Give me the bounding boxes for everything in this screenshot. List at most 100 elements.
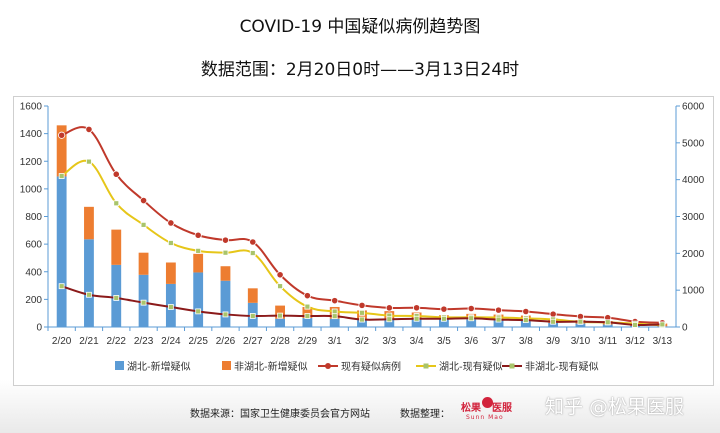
line-current-total-point — [112, 170, 120, 178]
line-hubei-current-point — [167, 240, 174, 246]
line-current-total-point — [276, 271, 284, 279]
bar-hubei-new — [493, 320, 504, 327]
line-non-hubei-current-point — [550, 318, 557, 325]
line-current-total-point — [413, 304, 421, 312]
bar-hubei-new — [520, 320, 531, 327]
line-non-hubei-current-point — [304, 313, 311, 319]
bar-non-hubei-new — [247, 288, 258, 303]
bar-hubei-new — [329, 318, 340, 327]
x-tick-label: 3/13 — [653, 336, 673, 347]
left-tick-label: 1600 — [20, 102, 43, 113]
data-source: 数据来源：国家卫生健康委员会官方网站 — [190, 409, 370, 420]
bar-hubei-new — [193, 272, 204, 327]
watermark: 知乎 @松果医服 — [545, 396, 685, 418]
line-hubei-current-point — [140, 221, 147, 228]
x-tick-label: 2/20 — [52, 336, 72, 347]
left-tick-label: 400 — [25, 267, 42, 278]
logo-text-b: 医服 — [492, 403, 512, 414]
right-tick-label: 5000 — [682, 138, 705, 149]
line-hubei-current-point — [222, 249, 229, 256]
chart-subtitle: 数据范围：2月20日0时——3月13日24时 — [200, 60, 520, 80]
left-tick-label: 200 — [25, 295, 42, 306]
x-tick-label: 3/2 — [355, 336, 369, 347]
x-tick-label: 2/23 — [134, 336, 154, 347]
bar-non-hubei-new — [220, 266, 231, 281]
line-non-hubei-current-point — [522, 317, 529, 324]
right-tick-label: 2000 — [682, 249, 705, 260]
legend-item-3-marker — [423, 363, 429, 369]
x-tick-label: 3/5 — [437, 336, 451, 347]
line-non-hubei-current-point — [495, 316, 502, 323]
bar-hubei-new — [466, 319, 477, 327]
line-non-hubei-current-point — [386, 316, 393, 323]
x-tick-label: 2/25 — [188, 336, 208, 347]
chart-lines — [58, 125, 666, 329]
chart-labels: 0 200 400 600 800 1000 1200 1400 1600 0 1000 2000 30… — [20, 102, 705, 348]
line-non-hubei-current-point — [604, 319, 611, 326]
bar-hubei-new — [548, 322, 559, 327]
bar-non-hubei-new — [111, 229, 122, 265]
left-tick-label: 1400 — [20, 129, 43, 140]
line-non-hubei-current-point — [222, 311, 229, 318]
bar-hubei-new — [575, 323, 586, 327]
line-non-hubei-current-point — [359, 316, 365, 323]
right-tick-label: 1000 — [682, 286, 705, 297]
line-current-total-point — [221, 236, 230, 244]
line-hubei-current-point — [249, 250, 256, 256]
logo-text-a: 松果 — [461, 403, 481, 414]
x-tick-label: 3/12 — [625, 336, 645, 347]
right-tick-label: 4000 — [682, 175, 705, 186]
line-hubei-current-point — [113, 200, 120, 207]
bar-hubei-new — [302, 318, 313, 327]
line-non-hubei-current-point — [468, 315, 475, 322]
line-non-hubei-current-point — [277, 312, 283, 319]
left-tick-label: 0 — [36, 323, 42, 334]
compiler-label: 数据整理： — [400, 409, 450, 420]
line-current-total-point — [85, 125, 93, 133]
line-current-total-point — [167, 219, 175, 227]
bar-non-hubei-new — [302, 306, 313, 319]
x-tick-label: 3/3 — [382, 336, 396, 347]
x-tick-label: 2/27 — [243, 336, 263, 347]
line-current-total-point — [467, 304, 475, 313]
line-current-total-point — [303, 292, 311, 300]
line-current-total-point — [576, 312, 585, 321]
x-tick-label: 3/1 — [328, 336, 342, 347]
x-tick-label: 2/28 — [270, 336, 290, 347]
line-current-total-point — [549, 310, 557, 318]
line-hubei-current — [61, 159, 663, 327]
line-hubei-current-point — [86, 158, 92, 165]
right-tick-label: 6000 — [682, 102, 705, 113]
line-hubei-current-point — [331, 308, 338, 315]
x-tick-label: 3/10 — [571, 336, 591, 347]
bar-hubei-new — [357, 320, 367, 327]
line-non-hubei-current-point — [249, 313, 256, 319]
bar-hubei-new — [84, 239, 94, 327]
legend-item-4-marker — [509, 363, 515, 369]
bar-hubei-new — [220, 280, 231, 327]
line-non-hubei-current-point — [86, 291, 92, 298]
x-tick-label: 2/21 — [79, 336, 99, 347]
left-tick-label: 600 — [25, 240, 42, 251]
line-current-total-point — [194, 231, 202, 239]
line-hubei-current-point — [195, 247, 202, 254]
bar-non-hubei-new — [193, 253, 204, 273]
bar-non-hubei-new — [275, 305, 286, 319]
legend-item-3-label: 湖北-现有疑似 — [439, 360, 503, 373]
chart-legend: 湖北-新增疑似 非湖北-新增疑似 现有疑似病例 湖北-现有疑似 非湖北-现有疑似 — [115, 360, 599, 373]
line-hubei-current-point — [277, 283, 283, 290]
x-tick-label: 3/9 — [546, 336, 560, 347]
x-tick-label: 3/4 — [410, 336, 424, 347]
line-non-hubei-current-point — [140, 299, 147, 306]
line-non-hubei-current-point — [58, 283, 65, 290]
line-non-hubei-current-point — [113, 295, 120, 301]
logo-badge-icon — [482, 397, 493, 408]
line-non-hubei-current-point — [413, 315, 420, 322]
bar-non-hubei-new — [138, 252, 149, 275]
chart-title: COVID-19 中国疑似病例趋势图 — [239, 17, 481, 37]
line-non-hubei-current-point — [167, 304, 174, 310]
left-tick-label: 1000 — [20, 184, 43, 195]
line-non-hubei-current-point — [632, 322, 638, 328]
line-current-total-point — [249, 238, 257, 246]
legend-item-1-label: 非湖北-新增疑似 — [234, 360, 308, 373]
